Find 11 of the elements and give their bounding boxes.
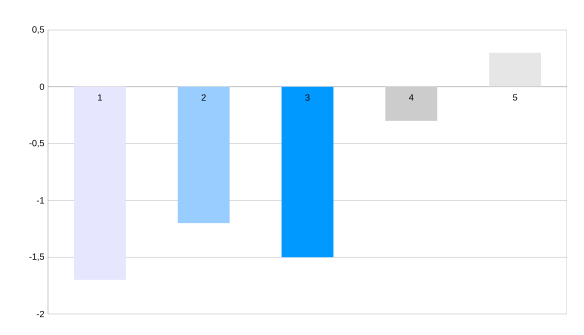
y-tick-label: -1 <box>36 197 44 204</box>
y-tick-label: -2 <box>36 310 44 318</box>
x-tick-label: 3 <box>305 94 310 101</box>
x-tick-label: 5 <box>512 94 518 101</box>
y-tick-label: -0,5 <box>29 140 44 148</box>
x-tick-label: 4 <box>409 94 414 101</box>
x-tick-label: 2 <box>202 94 206 101</box>
y-tick-label: 0 <box>40 84 44 90</box>
x-tick-label: 1 <box>98 94 102 101</box>
y-tick-label: -1,5 <box>29 254 44 261</box>
y-tick-label: 0,5 <box>32 26 44 34</box>
